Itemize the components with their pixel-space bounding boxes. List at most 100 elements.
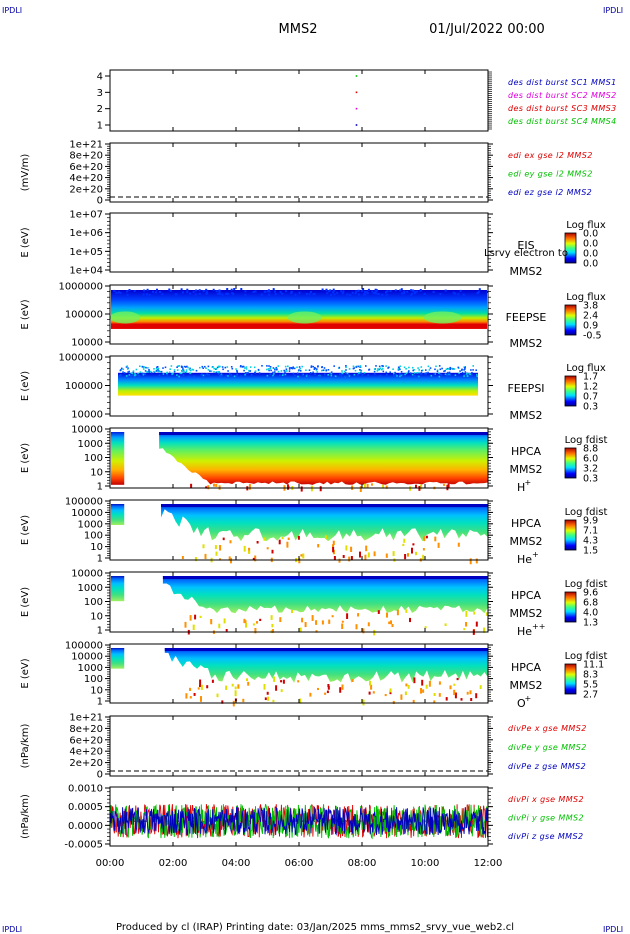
feepsi-spectrogram-speckle [130, 372, 133, 374]
feepse-spectrogram-speckle [364, 293, 367, 296]
feepsi-spectrogram-speckle [243, 369, 245, 372]
feepsi-colorbar [564, 375, 577, 407]
hpca-o-spectrogram-speckle [246, 678, 248, 682]
hpca-hepp-ytick-label: 10000 [71, 569, 103, 580]
feepsi-spectrogram-speckle [440, 374, 443, 376]
feepsi-spectrogram-speckle [216, 366, 219, 369]
feepsi-spectrogram-speckle [344, 375, 347, 378]
feepsi-spectrogram-speckle [438, 365, 441, 367]
feepsi-spectrogram-speckle [313, 366, 316, 369]
feepsi-spectrogram-speckle [159, 370, 162, 373]
time-axis: 00:00 02:00 04:00 06:00 08:00 10:00 12:00 [96, 858, 503, 869]
feepsi-spectrogram-speckle [359, 369, 361, 371]
hpca-hepp-ytick-label: 10 [90, 611, 103, 622]
hpca-h-spectrogram-speckle [420, 484, 423, 490]
hpca-hepp-species-charge: ++ [532, 622, 545, 631]
hpca-he-spectrogram-speckle [317, 544, 320, 548]
feepse-spectrogram-speckle [180, 288, 183, 291]
feepsi-spectrogram-speckle [382, 368, 384, 370]
hpca-hepp-spectrogram-speckle [391, 624, 394, 628]
feepsi-spectrogram-speckle [142, 368, 145, 370]
hpca-hepp-spectrogram-speckle [367, 622, 370, 627]
feepsi-spectrogram-speckle [189, 372, 191, 374]
feepsi-spectrogram-speckle [400, 371, 403, 373]
hpca-o-cbar-tick-label: 11.1 [583, 660, 604, 671]
feepsi-spectrogram-speckle [128, 374, 131, 376]
hpca-hepp-spectrogram-speckle [254, 628, 257, 634]
hpca-hepp-spectrogram-top [162, 576, 489, 579]
hpca-hepp-spectrogram-speckle [199, 615, 202, 619]
hpca-h-spectrogram-speckle [248, 484, 251, 490]
feepse-spectrogram-feature [287, 311, 322, 324]
feepsi-spectrogram-speckle [219, 365, 221, 368]
hpca-o-spectrogram-speckle [479, 685, 482, 689]
hpca-o-spectrogram-speckle [351, 679, 354, 682]
feepsi-spectrogram-speckle [147, 367, 149, 369]
hpca-o-spectrogram-speckle [231, 683, 234, 687]
feepsi-spectrogram-speckle [222, 368, 224, 371]
hpca-he-cbar-tick-label: 1.5 [583, 546, 598, 557]
feepsi-spectrogram-speckle [377, 368, 379, 370]
feepsi-spectrogram-speckle [301, 365, 303, 368]
feepsi-spectrogram-speckle [266, 368, 268, 371]
edi-frame [109, 142, 489, 203]
feepsi-ytick-label: 1000000 [58, 353, 103, 364]
feepsi-spectrogram-speckle [134, 374, 137, 376]
feepsi-spectrogram-speckle [471, 374, 473, 376]
hpca-hepp-spectrogram-speckle [192, 624, 195, 631]
hpca-hepp-spectrogram-speckle [259, 618, 262, 622]
feepsi-spectrogram-speckle [235, 368, 237, 370]
spacecraft-title: MMS2 [279, 22, 318, 37]
feepsi-spectrogram-speckle [267, 368, 270, 370]
feepsi-spectrogram-speckle [191, 368, 193, 371]
feepse-spectrogram-speckle [298, 291, 301, 294]
hpca-o-spectrogram-speckle [299, 698, 302, 704]
hpca-he-spectrogram-speckle [475, 558, 478, 564]
feepsi-spectrogram-speckle [189, 369, 192, 372]
hpca-h-spectrogram-speckle [207, 485, 210, 490]
feepsi-spectrogram-speckle [285, 370, 287, 372]
feepsi-spectrogram-speckle [322, 369, 325, 371]
feepse-spectrogram-speckle [161, 293, 164, 296]
feepsi-spectrogram-speckle [253, 366, 256, 369]
feepsi-spectrogram-speckle [312, 371, 314, 374]
feepse-spectrogram-speckle [133, 290, 136, 292]
eis-instrument-label: EIS [517, 239, 534, 252]
hpca-o-spectrogram-speckle [326, 690, 329, 694]
feepsi-spectrogram-speckle [449, 366, 451, 369]
hpca-h-instrument-label: HPCA [511, 445, 542, 458]
hpca-hepp-spectrogram-speckle [373, 629, 376, 636]
feepsi-spectrogram-speckle [173, 370, 176, 373]
hpca-h-spectrogram-speckle [300, 486, 303, 492]
feepsi-spectrogram-speckle [446, 373, 449, 376]
hpca-hepp-spectrogram-speckle [483, 627, 485, 633]
feepsi-cbar-tick-label: 1.7 [583, 372, 598, 383]
footer-text: Produced by cl (IRAP) Printing date: 03/… [116, 922, 514, 933]
feepse-spectrogram-speckle [394, 289, 397, 292]
hpca-o-ytick-label: 10000 [71, 652, 103, 663]
hpca-hepp-cbar-title: Log fdist [565, 579, 608, 590]
hpca-o-spectrogram-speckle [453, 683, 456, 686]
feepsi-spectrogram-speckle [275, 368, 278, 371]
hpca-h-spectrogram-speckle [385, 485, 388, 489]
feepsi-spectrogram-speckle [313, 368, 316, 370]
feepsi-spectrogram-speckle [317, 365, 319, 368]
feepsi-spectrogram-speckle [157, 370, 159, 373]
feepsi-spectrogram-speckle [123, 372, 126, 374]
hpca-he-spectrogram-speckle [281, 537, 284, 540]
hpca-he-spectrogram-speckle [228, 556, 231, 561]
feepsi-spectrogram-speckle [207, 369, 210, 371]
feepse-spectrogram-speckle [148, 293, 151, 296]
feepsi-ytick-label: 100000 [65, 381, 103, 392]
feepse-spectrogram-speckle [457, 293, 460, 296]
time-tick-label: 00:00 [96, 858, 125, 869]
hpca-he-spectrogram-speckle [298, 557, 301, 564]
feepse-spectrogram-speckle [340, 290, 343, 293]
hpca-he-spectrogram-speckle [256, 541, 259, 544]
hpca-o-spectrogram-speckle [456, 677, 459, 681]
feepsi-spectrogram-speckle [376, 370, 379, 372]
hpca-h-ytick-label: 10000 [71, 425, 103, 436]
feepsi-spectrogram-speckle [137, 375, 140, 377]
feepsi-spectrogram-speckle [306, 373, 308, 376]
feepsi-sc-label: MMS2 [510, 409, 543, 422]
